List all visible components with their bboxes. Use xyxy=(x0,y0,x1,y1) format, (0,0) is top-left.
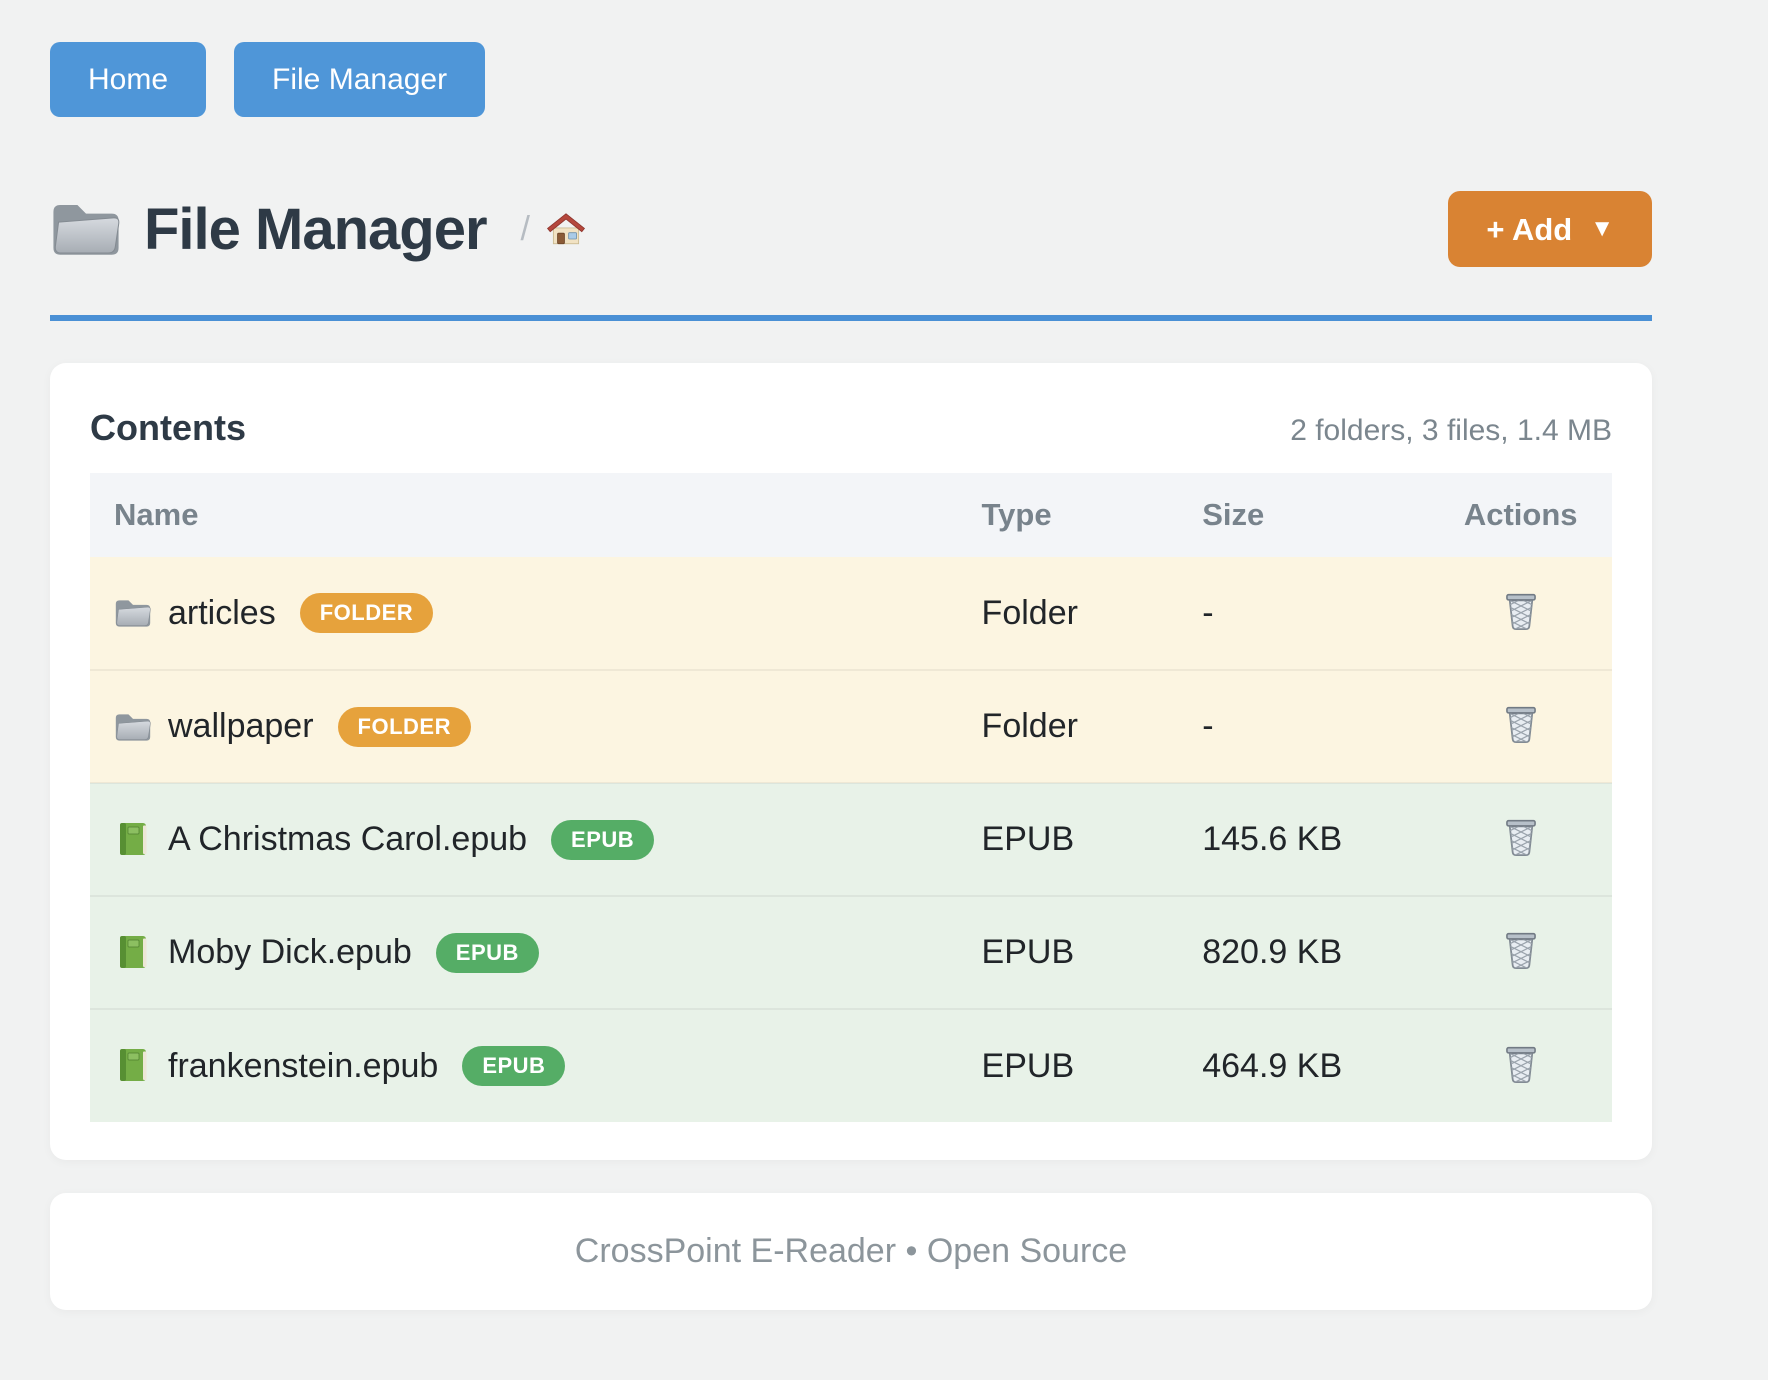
size-cell: 464.9 KB xyxy=(1202,1046,1343,1085)
breadcrumb: / xyxy=(521,210,586,249)
folder-icon xyxy=(52,204,120,256)
delete-button[interactable] xyxy=(1499,1040,1543,1088)
home-button[interactable]: Home xyxy=(50,42,207,117)
type-badge: EPUB xyxy=(435,932,539,973)
table-header-row: Name Type Size Actions xyxy=(90,473,1612,557)
table-row[interactable]: frankenstein.epub EPUB EPUB 464.9 KB xyxy=(90,1009,1612,1122)
delete-button[interactable] xyxy=(1499,587,1543,635)
table-row[interactable]: Moby Dick.epub EPUB EPUB 820.9 KB xyxy=(90,896,1612,1009)
add-button-label: + Add xyxy=(1486,211,1573,247)
trash-icon xyxy=(1503,817,1539,857)
delete-button[interactable] xyxy=(1499,700,1543,748)
contents-card: Contents 2 folders, 3 files, 1.4 MB Name… xyxy=(50,363,1652,1160)
column-header-type: Type xyxy=(957,473,1179,557)
size-cell: - xyxy=(1202,593,1214,632)
delete-button[interactable] xyxy=(1499,926,1543,974)
page-container: Home File Manager File Manager / + Add ▼… xyxy=(50,0,1652,1310)
type-cell: Folder xyxy=(981,593,1078,632)
contents-header: Contents 2 folders, 3 files, 1.4 MB xyxy=(90,407,1612,449)
column-header-size: Size xyxy=(1178,473,1430,557)
page-title: File Manager xyxy=(144,196,488,262)
table-row[interactable]: A Christmas Carol.epub EPUB EPUB 145.6 K… xyxy=(90,783,1612,896)
folder-icon xyxy=(114,595,152,631)
file-name-link[interactable]: articles xyxy=(168,593,276,632)
type-badge: EPUB xyxy=(462,1046,566,1086)
size-cell: 145.6 KB xyxy=(1202,820,1343,858)
type-cell: EPUB xyxy=(981,820,1075,858)
contents-title: Contents xyxy=(90,407,246,448)
size-cell: 820.9 KB xyxy=(1202,933,1343,971)
file-manager-button[interactable]: File Manager xyxy=(234,42,486,117)
book-icon xyxy=(114,935,152,971)
table-row[interactable]: wallpaper FOLDER Folder - xyxy=(90,670,1612,783)
page-header: File Manager / + Add ▼ xyxy=(50,191,1652,321)
folder-icon xyxy=(114,709,152,745)
delete-button[interactable] xyxy=(1499,813,1543,861)
chevron-down-icon: ▼ xyxy=(1590,215,1614,242)
trash-icon xyxy=(1503,930,1539,970)
contents-summary: 2 folders, 3 files, 1.4 MB xyxy=(1290,414,1612,447)
file-name-link[interactable]: Moby Dick.epub xyxy=(168,933,412,971)
trash-icon xyxy=(1503,704,1539,744)
footer-text: CrossPoint E-Reader • Open Source xyxy=(574,1232,1128,1270)
column-header-name: Name xyxy=(90,473,958,557)
type-badge: FOLDER xyxy=(299,593,434,633)
book-icon xyxy=(114,822,152,858)
book-icon xyxy=(114,1048,152,1084)
type-badge: FOLDER xyxy=(337,706,471,747)
file-table: Name Type Size Actions articles FOLDER F… xyxy=(90,473,1612,1122)
type-cell: Folder xyxy=(981,707,1078,745)
column-header-actions: Actions xyxy=(1429,473,1612,557)
trash-icon xyxy=(1503,1044,1539,1084)
file-name-link[interactable]: A Christmas Carol.epub xyxy=(168,820,528,858)
trash-icon xyxy=(1503,591,1539,631)
file-name-link[interactable]: wallpaper xyxy=(168,707,314,745)
type-badge: EPUB xyxy=(551,819,655,860)
type-cell: EPUB xyxy=(981,1046,1075,1085)
file-name-link[interactable]: frankenstein.epub xyxy=(168,1046,439,1085)
home-icon[interactable] xyxy=(546,211,586,247)
add-button[interactable]: + Add ▼ xyxy=(1448,191,1652,267)
footer: CrossPoint E-Reader • Open Source xyxy=(50,1193,1652,1310)
breadcrumb-separator: / xyxy=(520,209,530,248)
top-nav: Home File Manager xyxy=(50,0,1652,117)
type-cell: EPUB xyxy=(981,933,1075,971)
size-cell: - xyxy=(1202,707,1214,745)
table-row[interactable]: articles FOLDER Folder - xyxy=(90,557,1612,670)
